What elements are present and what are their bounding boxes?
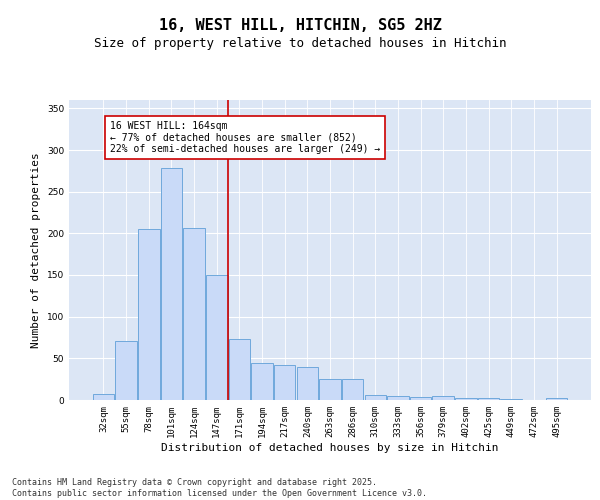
- Bar: [342, 379, 364, 400]
- Bar: [319, 379, 341, 400]
- Bar: [478, 398, 499, 400]
- Bar: [184, 228, 205, 400]
- Bar: [410, 396, 431, 400]
- Bar: [229, 339, 250, 400]
- Text: Size of property relative to detached houses in Hitchin: Size of property relative to detached ho…: [94, 38, 506, 51]
- Bar: [251, 364, 273, 400]
- Bar: [161, 168, 182, 400]
- Bar: [546, 398, 567, 400]
- Text: Contains HM Land Registry data © Crown copyright and database right 2025.
Contai: Contains HM Land Registry data © Crown c…: [12, 478, 427, 498]
- Bar: [296, 366, 318, 400]
- Text: 16, WEST HILL, HITCHIN, SG5 2HZ: 16, WEST HILL, HITCHIN, SG5 2HZ: [158, 18, 442, 32]
- Bar: [93, 394, 114, 400]
- Bar: [274, 365, 295, 400]
- Bar: [138, 229, 160, 400]
- Bar: [206, 275, 227, 400]
- Bar: [365, 395, 386, 400]
- Bar: [387, 396, 409, 400]
- Bar: [500, 399, 522, 400]
- X-axis label: Distribution of detached houses by size in Hitchin: Distribution of detached houses by size …: [161, 442, 499, 452]
- Text: 16 WEST HILL: 164sqm
← 77% of detached houses are smaller (852)
22% of semi-deta: 16 WEST HILL: 164sqm ← 77% of detached h…: [110, 121, 380, 154]
- Bar: [433, 396, 454, 400]
- Bar: [455, 398, 476, 400]
- Bar: [115, 341, 137, 400]
- Y-axis label: Number of detached properties: Number of detached properties: [31, 152, 41, 348]
